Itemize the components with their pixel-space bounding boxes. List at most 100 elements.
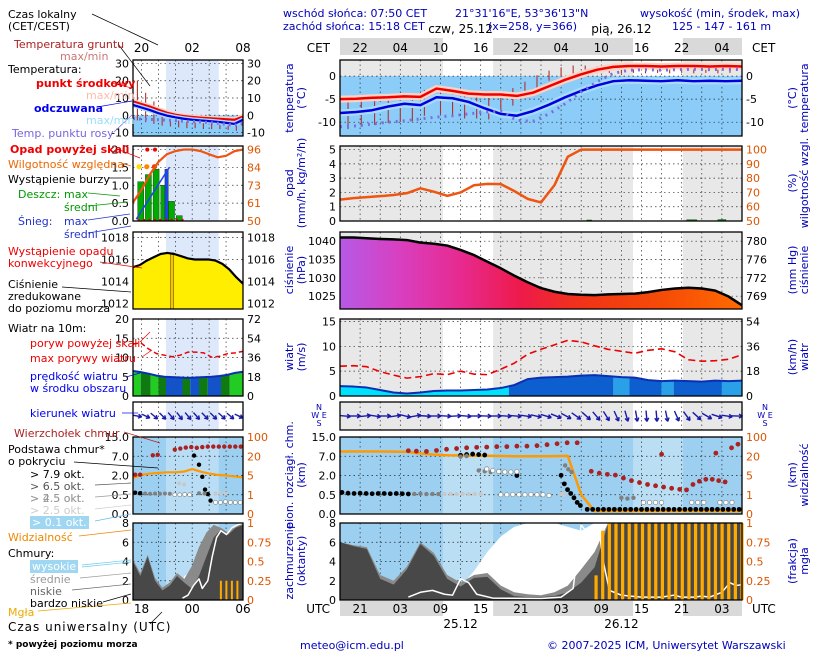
svg-text:36: 36 — [746, 340, 760, 353]
svg-text:CET: CET — [752, 41, 776, 55]
svg-text:8: 8 — [122, 517, 129, 530]
svg-text:0.75: 0.75 — [746, 536, 771, 549]
svg-text:15: 15 — [115, 332, 129, 345]
svg-text:1025: 1025 — [308, 290, 336, 303]
svg-text:100: 100 — [247, 431, 268, 444]
svg-text:16: 16 — [473, 41, 488, 55]
svg-text:5: 5 — [122, 371, 129, 384]
svg-text:0.0: 0.0 — [112, 215, 130, 228]
svg-text:776: 776 — [746, 254, 767, 267]
svg-text:2: 2 — [122, 575, 129, 588]
svg-text:1016: 1016 — [247, 254, 275, 267]
svg-text:0: 0 — [329, 215, 336, 228]
svg-text:pią, 26.12: pią, 26.12 — [591, 22, 651, 36]
svg-text:0.5: 0.5 — [746, 556, 764, 569]
svg-text:4: 4 — [329, 158, 336, 171]
svg-text:10: 10 — [115, 352, 129, 365]
svg-text:21: 21 — [513, 602, 528, 616]
svg-text:16: 16 — [634, 41, 649, 55]
svg-text:-5: -5 — [746, 93, 757, 106]
svg-text:5: 5 — [329, 365, 336, 378]
storm-label: Wystąpienie burzy — [8, 173, 110, 186]
wind-direction-label: kierunek wiatru — [30, 407, 116, 420]
svg-text:4: 4 — [122, 556, 129, 569]
svg-text:1018: 1018 — [101, 232, 129, 245]
svg-text:90: 90 — [746, 158, 760, 171]
svg-text:0.25: 0.25 — [746, 575, 771, 588]
cloud-base-label-2: o pokryciu — [8, 455, 66, 468]
convective-precip-label-1: Wystąpienie opadu — [8, 245, 114, 258]
svg-text:96: 96 — [247, 144, 261, 157]
svg-text:3: 3 — [329, 172, 336, 185]
svg-text:1035: 1035 — [308, 254, 336, 267]
clouds-high-label: wysokie — [30, 560, 79, 573]
svg-text:20: 20 — [746, 450, 760, 463]
copyright-label: © 2007-2025 ICM, Uniwersytet Warszawski — [547, 639, 786, 652]
svg-text:-10: -10 — [247, 127, 265, 140]
pressure-label-1: Ciśnienie — [8, 278, 59, 291]
svg-text:1: 1 — [746, 517, 753, 530]
svg-text:15: 15 — [322, 315, 336, 328]
svg-text:769: 769 — [746, 290, 767, 303]
gust-overscale-label: poryw powyżej skali — [30, 337, 141, 350]
svg-text:0: 0 — [122, 109, 129, 122]
clouds-verylow-label: bardzo niskie — [30, 597, 103, 610]
svg-text:6: 6 — [329, 536, 336, 549]
svg-text:18: 18 — [746, 365, 760, 378]
svg-text:1018: 1018 — [247, 232, 275, 245]
visibility-label: Widzialność — [8, 531, 73, 544]
clouds-mid-label: średnie — [30, 573, 71, 586]
svg-text:UTC: UTC — [752, 602, 776, 616]
svg-text:20: 20 — [134, 41, 149, 55]
svg-text:0: 0 — [746, 390, 753, 403]
altitude-values: 125 - 147 - 161 m — [672, 20, 772, 33]
cloud-base-label-1: Podstawa chmur* — [8, 443, 105, 456]
max-gusts-label: max porywy wiatru — [30, 352, 136, 365]
coordinates-label: 21°31'16"E, 53°36'13"N — [455, 7, 589, 20]
clouds-label: Chmury: — [8, 547, 55, 560]
svg-text:04: 04 — [553, 41, 568, 55]
utc-legend-label: Czas uniwersalny (UTC) — [8, 620, 172, 634]
svg-text:100: 100 — [746, 144, 767, 157]
midpoint-maxmin: max/min — [86, 89, 135, 102]
svg-text:0: 0 — [746, 70, 753, 83]
svg-text:1014: 1014 — [101, 276, 129, 289]
rain-avg-label: średni — [64, 201, 98, 214]
svg-text:73: 73 — [247, 179, 261, 192]
local-time-label: Czas lokalny — [8, 8, 77, 21]
svg-text:-10: -10 — [111, 127, 129, 140]
okta-45-label2: > 4.5 okt. — [30, 492, 85, 505]
svg-text:czw, 25.12: czw, 25.12 — [428, 22, 493, 36]
svg-text:15.0: 15.0 — [312, 431, 337, 444]
contact-email-link[interactable]: meteo@icm.edu.pl — [300, 639, 404, 652]
svg-text:02: 02 — [185, 41, 200, 55]
svg-text:6: 6 — [122, 536, 129, 549]
local-time-zone: (CET/CEST) — [8, 20, 70, 33]
svg-text:2: 2 — [329, 575, 336, 588]
svg-text:0.5: 0.5 — [112, 489, 130, 502]
svg-text:1: 1 — [247, 489, 254, 502]
wind-speed-label-2: w środku obszaru — [30, 382, 127, 395]
svg-text:7.0: 7.0 — [112, 450, 130, 463]
svg-text:06: 06 — [235, 602, 250, 616]
ground-temp-maxmin: max/min — [60, 50, 109, 63]
svg-text:2.0: 2.0 — [319, 470, 337, 483]
svg-text:0.5: 0.5 — [247, 556, 265, 569]
svg-text:21: 21 — [674, 602, 689, 616]
svg-text:0: 0 — [329, 70, 336, 83]
svg-text:10: 10 — [247, 92, 261, 105]
precip-overscale-label: Opad powyżej skali — [10, 143, 130, 156]
svg-text:70: 70 — [746, 186, 760, 199]
convective-precip-label-2: konwekcyjnego — [8, 257, 93, 270]
svg-text:36: 36 — [247, 352, 261, 365]
svg-text:54: 54 — [746, 315, 760, 328]
svg-text:UTC: UTC — [306, 602, 330, 616]
svg-text:1.0: 1.0 — [112, 179, 130, 192]
svg-text:18: 18 — [247, 371, 261, 384]
humidity-label: Wilgotność względna — [8, 158, 125, 171]
svg-text:1.5: 1.5 — [112, 161, 130, 174]
axis-title-fog-right: (frakcja) mgła — [786, 538, 811, 584]
svg-text:5: 5 — [329, 144, 336, 157]
fog-label: Mgła — [8, 606, 35, 619]
